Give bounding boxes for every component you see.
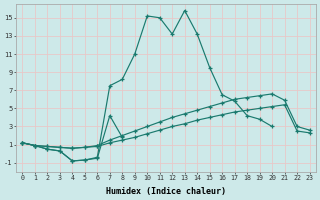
X-axis label: Humidex (Indice chaleur): Humidex (Indice chaleur) (106, 187, 226, 196)
